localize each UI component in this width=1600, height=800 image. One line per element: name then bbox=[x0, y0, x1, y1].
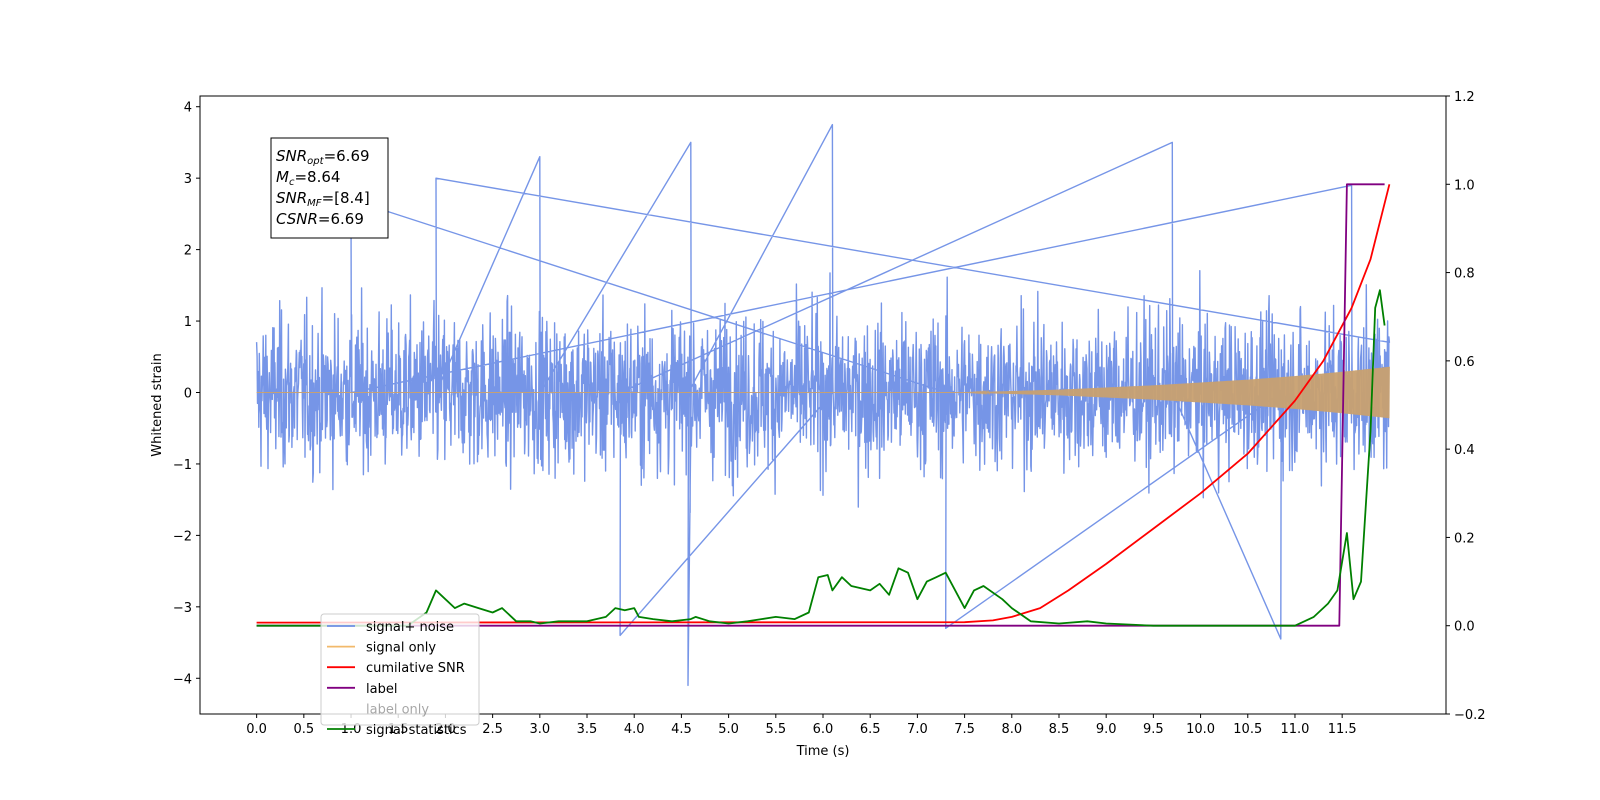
y2-tick-label: 1.0 bbox=[1454, 178, 1475, 193]
x-tick-label: 2.5 bbox=[482, 722, 503, 737]
y2-tick-label: 0.2 bbox=[1454, 531, 1475, 546]
x-tick-label: 4.0 bbox=[624, 722, 645, 737]
legend-label: signal statistics bbox=[366, 723, 467, 738]
x-tick-label: 4.5 bbox=[671, 722, 692, 737]
plot-area bbox=[255, 123, 1391, 687]
y-tick-label: 0 bbox=[184, 386, 192, 401]
x-tick-label: 0.5 bbox=[293, 722, 314, 737]
y-tick-label: 1 bbox=[184, 315, 192, 330]
y-axis-label: Whitened strain bbox=[150, 353, 165, 456]
x-tick-label: 8.0 bbox=[1001, 722, 1022, 737]
legend-label: signal only bbox=[366, 641, 436, 656]
legend-label: signal+ noise bbox=[366, 620, 454, 635]
y-tick-label: −1 bbox=[173, 458, 192, 473]
y-tick-label: 2 bbox=[184, 244, 192, 259]
y-axis-right: 1.2 1.0 0.8 0.6 0.4 0.2 0.0 −0.2 bbox=[1446, 90, 1486, 723]
y2-tick-label: 1.2 bbox=[1454, 90, 1475, 105]
y2-tick-label: 0.0 bbox=[1454, 620, 1475, 635]
legend: signal+ noise signal only cumilative SNR la… bbox=[320, 613, 480, 738]
x-tick-label: 6.0 bbox=[813, 722, 834, 737]
legend-frame bbox=[320, 613, 480, 726]
x-tick-label: 0.0 bbox=[246, 722, 267, 737]
annotation-frame bbox=[270, 137, 389, 239]
plot-frame bbox=[199, 95, 1447, 715]
annotation-line: CSNR=6.69 bbox=[276, 210, 364, 228]
annotation-line: SNRMF=[8.4] bbox=[276, 189, 370, 209]
x-tick-label: 3.5 bbox=[577, 722, 598, 737]
annotation-line: SNRopt=6.69 bbox=[276, 147, 370, 167]
series-signal-statistics bbox=[256, 289, 1386, 627]
x-tick-label: 5.5 bbox=[765, 722, 786, 737]
x-tick-label: 5.0 bbox=[718, 722, 739, 737]
y-tick-label: −4 bbox=[173, 672, 192, 687]
y-tick-label: −2 bbox=[173, 529, 192, 544]
y-tick-label: 4 bbox=[184, 101, 192, 116]
y-tick-label: 3 bbox=[184, 172, 192, 187]
x-tick-label: 10.0 bbox=[1186, 722, 1215, 737]
y-tick-label: −3 bbox=[173, 601, 192, 616]
x-tick-label: 7.0 bbox=[907, 722, 928, 737]
legend-label: label only bbox=[366, 702, 429, 717]
y2-tick-label: −0.2 bbox=[1454, 708, 1486, 723]
series-signal-only bbox=[256, 366, 1390, 419]
y2-tick-label: 0.8 bbox=[1454, 267, 1475, 282]
series-cumulative-snr bbox=[256, 184, 1391, 624]
legend-label: label bbox=[366, 682, 397, 697]
x-tick-label: 8.5 bbox=[1049, 722, 1070, 737]
x-tick-label: 6.5 bbox=[860, 722, 881, 737]
x-tick-label: 9.5 bbox=[1143, 722, 1164, 737]
legend-label: cumilative SNR bbox=[366, 661, 465, 676]
x-tick-label: 3.0 bbox=[529, 722, 550, 737]
y-axis-left: 4 3 2 1 0 −1 −2 −3 −4 bbox=[173, 101, 200, 687]
y2-tick-label: 0.4 bbox=[1454, 443, 1475, 458]
x-tick-label: 11.0 bbox=[1280, 722, 1309, 737]
x-axis-label: Time (s) bbox=[796, 744, 850, 759]
y2-tick-label: 0.6 bbox=[1454, 355, 1475, 370]
x-tick-label: 7.5 bbox=[954, 722, 975, 737]
x-tick-label: 1.5 bbox=[388, 722, 409, 737]
x-tick-label: 11.5 bbox=[1328, 722, 1357, 737]
x-tick-label: 10.5 bbox=[1233, 722, 1262, 737]
annotation-line: Mc=8.64 bbox=[276, 168, 340, 188]
series-label bbox=[256, 183, 1385, 627]
x-tick-label: 9.0 bbox=[1096, 722, 1117, 737]
series-signal-noise bbox=[255, 123, 1391, 687]
x-axis: 0.0 0.5 1.0 1.5 2.0 2.5 3.0 3.5 4.0 4.5 5.0 5.5 6.0 6… bbox=[246, 714, 1357, 737]
x-tick-label: 2.0 bbox=[435, 722, 456, 737]
